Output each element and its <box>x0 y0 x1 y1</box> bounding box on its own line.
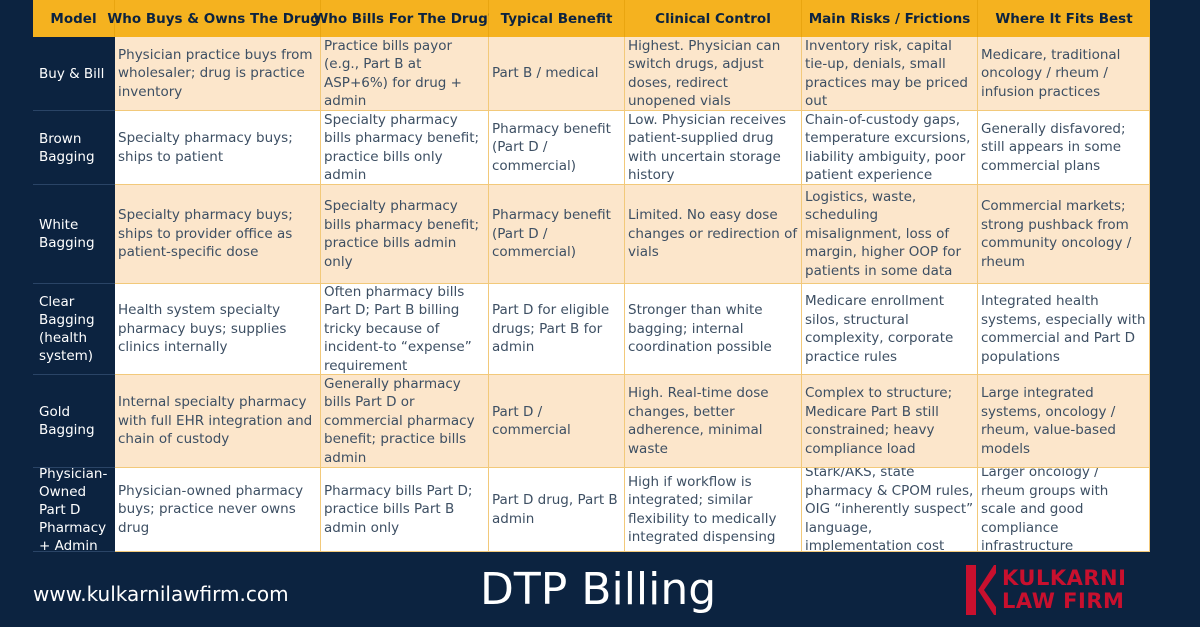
table-cell: High if workflow is integrated; similar … <box>625 468 802 552</box>
table-cell: Larger oncology / rheum groups with scal… <box>978 468 1150 552</box>
table-cell: Part D for eligible drugs; Part B for ad… <box>489 284 625 375</box>
cell-text: High if workflow is integrated; similar … <box>628 473 777 546</box>
table-cell: Stronger than white bagging; internal co… <box>625 284 802 375</box>
model-cell: Brown Bagging <box>33 111 115 185</box>
logo-wordmark: KULKARNI LAW FIRM <box>1002 567 1126 613</box>
page-title: DTP Billing <box>480 564 717 615</box>
cell-text: Part B / medical <box>492 65 599 82</box>
model-cell: Gold Bagging <box>33 375 115 468</box>
cell-text: Integrated health systems, especially wi… <box>981 293 1146 365</box>
cell-text: Practice bills payor (e.g., Part B at AS… <box>324 37 462 110</box>
cell-text: Generally pharmacy bills Part D or comme… <box>324 375 475 466</box>
header-model: Model <box>33 0 115 37</box>
cell-text: Part D drug, Part B admin <box>492 492 618 527</box>
table-cell: Generally pharmacy bills Part D or comme… <box>321 375 489 468</box>
model-cell: Clear Bagging (health system) <box>33 284 115 375</box>
cell-text: High. Real-time dose changes, better adh… <box>628 385 769 457</box>
cell-text: Medicare, traditional oncology / rheum /… <box>981 46 1121 100</box>
cell-text: Logistics, waste, scheduling misalignmen… <box>805 188 962 279</box>
table-cell: Stark/AKS, state pharmacy & CPOM rules, … <box>802 468 978 552</box>
cell-text: Pharmacy benefit (Part D / commercial) <box>492 120 611 174</box>
header-control: Clinical Control <box>625 0 802 37</box>
table-cell: Specialty pharmacy buys; ships to provid… <box>115 185 321 284</box>
table-cell: Integrated health systems, especially wi… <box>978 284 1150 375</box>
comparison-table: Model Who Buys & Owns The Drug? Who Bill… <box>33 0 1150 554</box>
table-cell: Practice bills payor (e.g., Part B at AS… <box>321 37 489 111</box>
cell-text: Commercial markets; strong pushback from… <box>981 198 1132 270</box>
table-cell: Specialty pharmacy buys; ships to patien… <box>115 111 321 185</box>
cell-text: Stronger than white bagging; internal co… <box>628 302 772 356</box>
website-url[interactable]: www.kulkarnilawfirm.com <box>33 582 289 606</box>
table-cell: Part B / medical <box>489 37 625 111</box>
table-cell: Chain-of-custody gaps, temperature excur… <box>802 111 978 185</box>
cell-text: Health system specialty pharmacy buys; s… <box>118 302 287 356</box>
cell-text: Medicare enrollment silos, structural co… <box>805 293 954 365</box>
cell-text: Stark/AKS, state pharmacy & CPOM rules, … <box>805 468 974 552</box>
cell-text: Chain-of-custody gaps, temperature excur… <box>805 111 971 184</box>
cell-text: Pharmacy benefit (Part D / commercial) <box>492 207 611 261</box>
table-cell: Medicare, traditional oncology / rheum /… <box>978 37 1150 111</box>
table-cell: Part D / commercial <box>489 375 625 468</box>
cell-text: Low. Physician receives patient-supplied… <box>628 111 787 184</box>
header-fits: Where It Fits Best <box>978 0 1150 37</box>
cell-text: Complex to structure; Medicare Part B st… <box>805 385 953 457</box>
cell-text: Part D / commercial <box>492 403 571 439</box>
cell-text: Physician-owned pharmacy buys; practice … <box>118 482 304 536</box>
k-logo-icon <box>966 565 996 615</box>
table-cell: Generally disfavored; still appears in s… <box>978 111 1150 185</box>
table-cell: Physician-owned pharmacy buys; practice … <box>115 468 321 552</box>
table-cell: Highest. Physician can switch drugs, adj… <box>625 37 802 111</box>
table-cell: Logistics, waste, scheduling misalignmen… <box>802 185 978 284</box>
model-cell: Buy & Bill <box>33 37 115 111</box>
table-cell: Health system specialty pharmacy buys; s… <box>115 284 321 375</box>
cell-text: Pharmacy bills Part D; practice bills Pa… <box>324 482 473 536</box>
model-cell: White Bagging <box>33 185 115 284</box>
logo-line-1: KULKARNI <box>1002 566 1127 590</box>
table-cell: Part D drug, Part B admin <box>489 468 625 552</box>
cell-text: Highest. Physician can switch drugs, adj… <box>628 37 781 110</box>
cell-text: Larger oncology / rheum groups with scal… <box>981 468 1109 552</box>
model-cell: Physician-Owned Part D Pharmacy + Admin <box>33 466 115 554</box>
table-cell: Low. Physician receives patient-supplied… <box>625 111 802 185</box>
table-cell: Inventory risk, capital tie-up, denials,… <box>802 37 978 111</box>
cell-text: Limited. No easy dose changes or redirec… <box>628 207 798 261</box>
table-cell: High. Real-time dose changes, better adh… <box>625 375 802 468</box>
cell-text: Often pharmacy bills Part D; Part B bill… <box>324 284 472 374</box>
cell-text: Specialty pharmacy bills pharmacy benefi… <box>324 111 480 184</box>
table-cell: Pharmacy benefit (Part D / commercial) <box>489 111 625 185</box>
table-cell: Internal specialty pharmacy with full EH… <box>115 375 321 468</box>
table-cell: Large integrated systems, oncology / rhe… <box>978 375 1150 468</box>
table-cell: Medicare enrollment silos, structural co… <box>802 284 978 375</box>
table-cell: Complex to structure; Medicare Part B st… <box>802 375 978 468</box>
table-cell: Specialty pharmacy bills pharmacy benefi… <box>321 111 489 185</box>
table-cell: Pharmacy benefit (Part D / commercial) <box>489 185 625 284</box>
firm-logo: KULKARNI LAW FIRM <box>966 565 1126 615</box>
header-risks: Main Risks / Frictions <box>802 0 978 37</box>
table-cell: Often pharmacy bills Part D; Part B bill… <box>321 284 489 375</box>
header-benefit: Typical Benefit <box>489 0 625 37</box>
table-cell: Commercial markets; strong pushback from… <box>978 185 1150 284</box>
cell-text: Part D for eligible drugs; Part B for ad… <box>492 302 610 356</box>
header-bills: Who Bills For The Drug? <box>313 0 496 37</box>
cell-text: Specialty pharmacy buys; ships to patien… <box>118 130 293 165</box>
logo-line-2: LAW FIRM <box>1002 589 1125 613</box>
cell-text: Specialty pharmacy buys; ships to provid… <box>118 207 293 261</box>
cell-text: Large integrated systems, oncology / rhe… <box>981 385 1116 457</box>
cell-text: Generally disfavored; still appears in s… <box>981 120 1126 174</box>
header-buys: Who Buys & Owns The Drug? <box>107 0 328 37</box>
table-cell: Limited. No easy dose changes or redirec… <box>625 185 802 284</box>
cell-text: Inventory risk, capital tie-up, denials,… <box>805 37 968 110</box>
table-cell: Specialty pharmacy bills pharmacy benefi… <box>321 185 489 284</box>
cell-text: Physician practice buys from wholesaler;… <box>118 46 313 100</box>
table-cell: Physician practice buys from wholesaler;… <box>115 37 321 111</box>
cell-text: Specialty pharmacy bills pharmacy benefi… <box>324 198 480 270</box>
cell-text: Internal specialty pharmacy with full EH… <box>118 394 313 448</box>
table-cell: Pharmacy bills Part D; practice bills Pa… <box>321 468 489 552</box>
